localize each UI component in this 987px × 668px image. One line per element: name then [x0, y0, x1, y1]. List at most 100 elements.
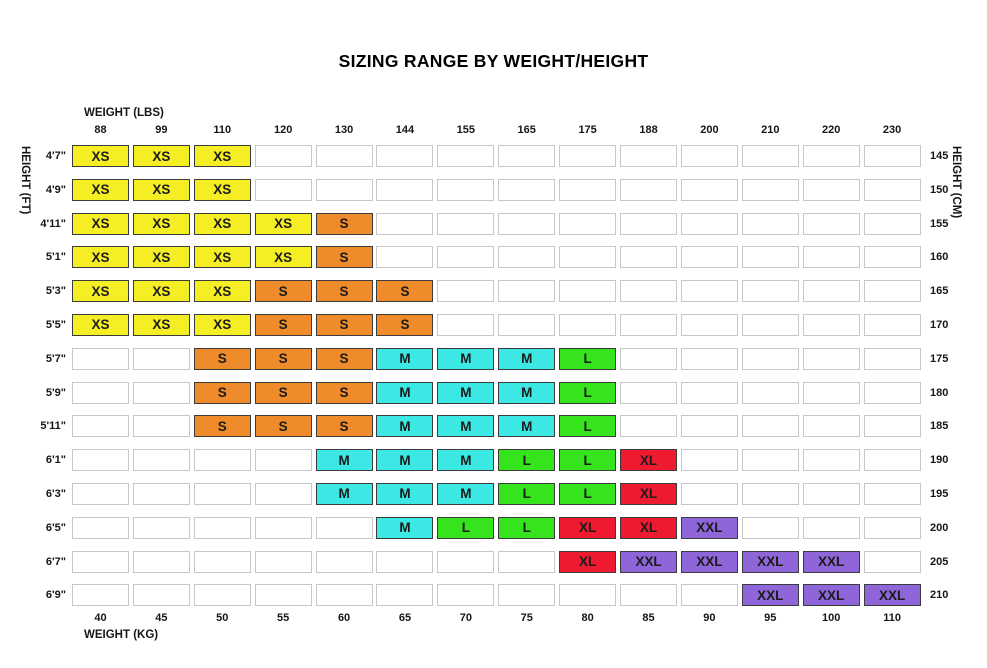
height-ft-label: 5'9"	[45, 386, 66, 399]
size-cell: M	[498, 415, 556, 438]
empty-cell	[863, 347, 921, 370]
lbs-header-value: 175	[578, 124, 597, 136]
size-cell: XXL	[680, 550, 738, 573]
empty-cell	[741, 347, 799, 370]
size-cell: XS	[193, 145, 251, 167]
empty-cell	[254, 550, 312, 573]
empty-cell	[254, 482, 312, 505]
size-cell: XS	[72, 145, 129, 167]
lbs-header-value: 110	[213, 124, 232, 136]
empty-cell	[802, 246, 860, 269]
empty-cell	[498, 313, 556, 336]
empty-cell	[437, 280, 495, 303]
empty-cell	[802, 347, 860, 370]
empty-cell	[741, 449, 799, 472]
size-grid: XS XS XS XS XS XS XS XS XS XS S XS XS XS XS S XS XS XS S S S X…	[72, 145, 921, 607]
size-cell: XL	[620, 449, 678, 472]
empty-cell	[680, 313, 738, 336]
size-cell: XS	[132, 145, 190, 167]
size-cell: M	[498, 381, 556, 404]
size-cell: M	[437, 347, 495, 370]
size-cell: S	[254, 280, 312, 303]
empty-cell	[437, 246, 495, 269]
empty-cell	[741, 381, 799, 404]
empty-cell	[193, 516, 251, 539]
size-cell: S	[254, 381, 312, 404]
size-cell: M	[437, 449, 495, 472]
empty-cell	[863, 212, 921, 235]
empty-cell	[193, 449, 251, 472]
size-cell: M	[315, 449, 373, 472]
empty-cell	[559, 280, 617, 303]
empty-cell	[498, 246, 556, 269]
empty-cell	[620, 381, 678, 404]
empty-cell	[559, 246, 617, 269]
size-cell: S	[315, 246, 373, 269]
lbs-header-value: 188	[639, 124, 658, 136]
empty-cell	[498, 212, 556, 235]
lbs-header-value: 130	[334, 124, 354, 136]
size-cell: XL	[620, 516, 678, 539]
size-cell: XL	[559, 550, 617, 573]
empty-cell	[315, 178, 373, 201]
size-cell: XS	[72, 313, 129, 336]
empty-cell	[863, 516, 921, 539]
empty-cell	[72, 347, 129, 370]
empty-cell	[863, 381, 921, 404]
height-ft-label: 6'5"	[45, 521, 66, 534]
size-cell: M	[376, 482, 434, 505]
empty-cell	[802, 516, 860, 539]
empty-cell	[559, 145, 617, 167]
kg-header-value: 40	[94, 612, 107, 624]
empty-cell	[741, 246, 799, 269]
empty-cell	[620, 145, 678, 167]
size-cell: L	[498, 449, 556, 472]
height-ft-label: 4'7"	[45, 150, 66, 162]
empty-cell	[72, 516, 129, 539]
empty-cell	[315, 550, 373, 573]
empty-cell	[802, 482, 860, 505]
empty-cell	[254, 584, 312, 607]
empty-cell	[620, 178, 678, 201]
height-cm-label: 165	[930, 285, 949, 298]
empty-cell	[315, 584, 373, 607]
kg-header-value: 100	[822, 612, 841, 624]
empty-cell	[741, 516, 799, 539]
kg-header-value: 75	[520, 612, 533, 624]
empty-cell	[802, 381, 860, 404]
size-cell: XS	[193, 313, 251, 336]
size-cell: L	[559, 381, 617, 404]
height-ft-label: 5'1"	[45, 251, 66, 264]
size-cell: XS	[132, 280, 190, 303]
empty-cell	[680, 482, 738, 505]
empty-cell	[741, 482, 799, 505]
empty-cell	[498, 550, 556, 573]
lbs-header-value: 88	[94, 124, 107, 136]
empty-cell	[559, 178, 617, 201]
empty-cell	[863, 550, 921, 573]
size-cell: XXL	[620, 550, 678, 573]
empty-cell	[437, 212, 495, 235]
empty-cell	[620, 313, 678, 336]
kg-header-value: 45	[155, 612, 168, 624]
height-cm-label: 190	[930, 454, 949, 467]
empty-cell	[72, 415, 129, 438]
empty-cell	[741, 280, 799, 303]
lbs-header-value: 165	[517, 124, 536, 136]
size-cell: XXL	[680, 516, 738, 539]
lbs-header-value: 210	[761, 124, 780, 136]
height-cm-label: 175	[930, 352, 949, 365]
empty-cell	[132, 584, 190, 607]
empty-cell	[132, 449, 190, 472]
empty-cell	[680, 178, 738, 201]
size-cell: S	[376, 280, 434, 303]
empty-cell	[863, 313, 921, 336]
empty-cell	[254, 145, 312, 167]
kg-header-value: 65	[398, 612, 412, 624]
empty-cell	[498, 145, 556, 167]
size-cell: XL	[559, 516, 617, 539]
size-cell: XS	[254, 246, 312, 269]
kg-header-value: 60	[337, 612, 351, 624]
empty-cell	[437, 313, 495, 336]
